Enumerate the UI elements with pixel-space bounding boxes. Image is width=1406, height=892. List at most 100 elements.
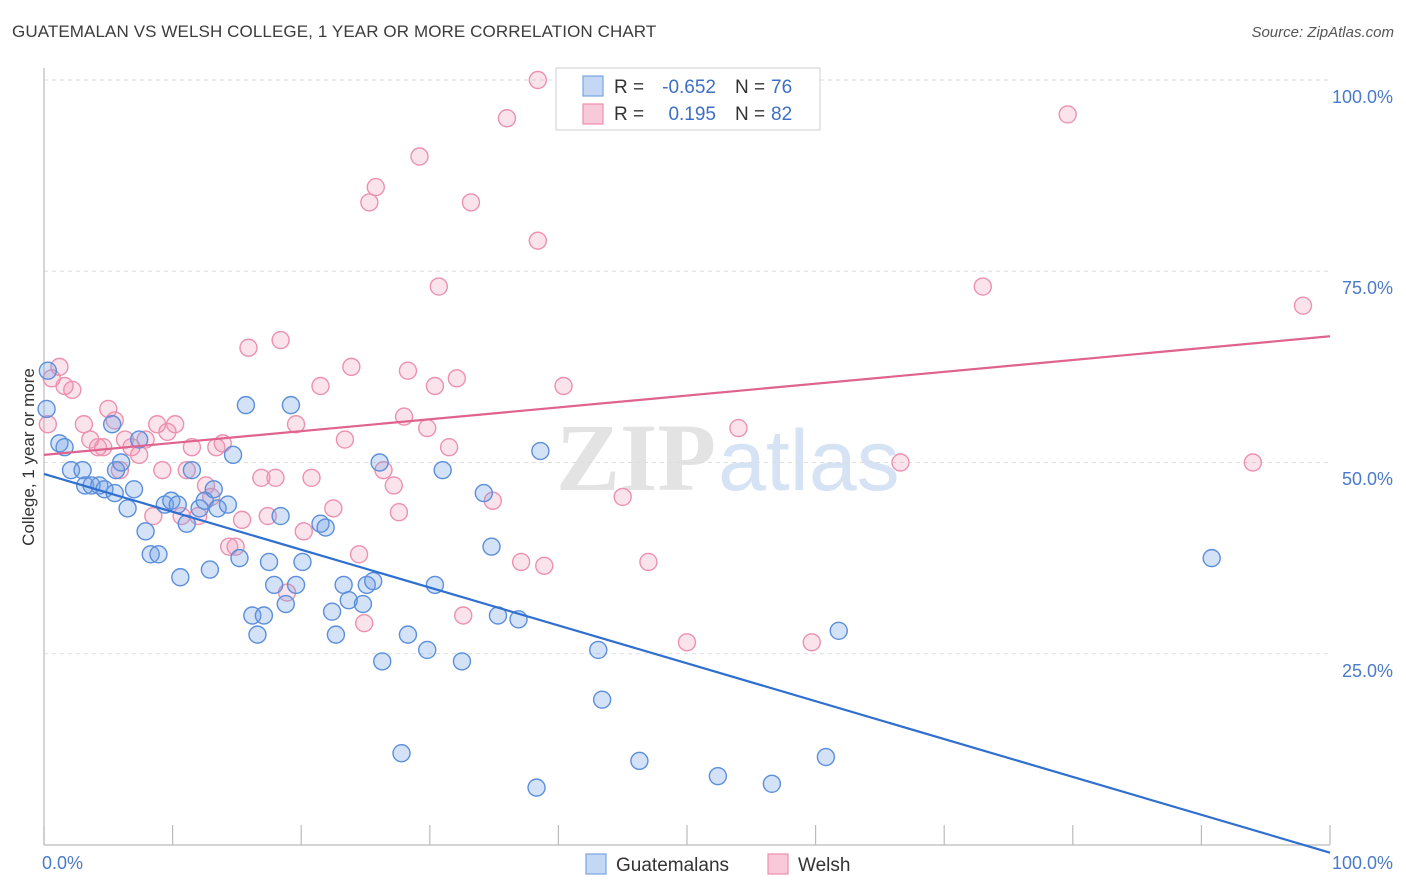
welsh-point	[355, 613, 374, 633]
guatemalan-point	[829, 621, 848, 640]
welsh-point	[461, 193, 481, 212]
guatemalan-point	[322, 602, 342, 621]
watermark-zip: ZIP	[556, 404, 716, 511]
y-tick-label: 50.0%	[1342, 469, 1393, 489]
welsh-point	[226, 537, 245, 556]
guatemalan-point	[334, 575, 353, 595]
stats-r-value: 0.195	[668, 104, 716, 125]
guatemalan-point	[316, 518, 335, 537]
welsh-point	[50, 357, 69, 377]
welsh-point	[429, 277, 449, 296]
guatemalan-point	[708, 766, 728, 786]
welsh-point	[418, 418, 437, 438]
welsh-point	[528, 70, 548, 90]
x-tick-label-min: 0.0%	[42, 853, 83, 873]
guatemalan-point	[73, 460, 92, 480]
welsh-point	[38, 415, 58, 434]
welsh-point	[447, 369, 467, 388]
guatemalan-point	[373, 652, 392, 671]
guatemalan-point	[271, 506, 290, 526]
welsh-point	[136, 430, 155, 449]
guatemalan-point	[418, 640, 437, 660]
stats-n-value: 82	[771, 104, 792, 125]
welsh-point	[410, 147, 429, 166]
guatemalan-point	[398, 625, 418, 644]
guatemalan-point	[370, 453, 389, 472]
guatemalan-point	[182, 460, 202, 480]
welsh-point	[349, 545, 369, 564]
guatemalan-point	[592, 690, 612, 709]
welsh-point	[554, 376, 573, 396]
guatemalan-point	[293, 552, 312, 572]
guatemalan-point	[55, 438, 74, 457]
guatemalan-point	[218, 495, 238, 514]
welsh-point	[802, 633, 821, 652]
guatemalan-point	[254, 606, 274, 625]
guatemalan-point	[482, 537, 501, 556]
welsh-point	[1293, 296, 1313, 315]
welsh-point	[252, 468, 271, 487]
guatemalan-point	[281, 395, 301, 415]
guatemalan-point	[630, 751, 649, 771]
guatemalan-point	[208, 499, 227, 518]
guatemalan-point	[589, 640, 608, 660]
guatemalan-point	[527, 778, 546, 797]
guatemalan-point	[141, 545, 160, 564]
welsh-point	[439, 438, 459, 457]
guatemalan-point	[425, 575, 445, 595]
guatemalan-point	[124, 480, 144, 499]
welsh-point	[342, 357, 361, 377]
guatemalan-point	[452, 652, 472, 671]
welsh-point	[389, 503, 409, 522]
welsh-point	[613, 487, 632, 507]
welsh-point	[177, 460, 196, 480]
y-tick-label: 75.0%	[1342, 278, 1393, 298]
guatemalan-point	[1202, 548, 1221, 568]
welsh-point	[528, 231, 548, 250]
welsh-point	[324, 499, 343, 518]
stats-swatch-pink	[582, 103, 604, 125]
guatemalan-point	[433, 460, 452, 480]
guatemalan-point	[762, 774, 782, 793]
welsh-point	[63, 380, 82, 400]
guatemalan-point	[149, 545, 168, 564]
guatemalan-point	[264, 575, 284, 595]
legend-swatch-guatemalans	[585, 853, 607, 875]
welsh-point	[454, 606, 473, 625]
guatemalan-point	[474, 483, 494, 503]
trend-lines	[43, 335, 1331, 854]
welsh-point	[271, 330, 290, 350]
welsh-point	[232, 510, 252, 530]
stats-r-label: R =	[614, 77, 644, 98]
welsh-points	[38, 70, 1313, 652]
x-ticks	[43, 825, 1331, 845]
welsh-point	[93, 438, 113, 457]
welsh-point	[729, 418, 748, 438]
welsh-point	[973, 277, 992, 296]
welsh-point	[74, 415, 94, 434]
guatemalan-point	[204, 480, 223, 499]
guatemalan-point	[38, 361, 58, 380]
guatemalan-point	[531, 441, 550, 461]
chart-title: GUATEMALAN VS WELSH COLLEGE, 1 YEAR OR M…	[12, 22, 657, 41]
welsh-point	[360, 193, 379, 212]
welsh-point	[219, 537, 239, 556]
guatemalan-point	[816, 747, 836, 767]
guatemalan-point	[364, 571, 383, 591]
guatemalan-point	[136, 522, 155, 541]
watermark-atlas: atlas	[718, 413, 900, 509]
x-tick-label-max: 100.0%	[1332, 853, 1393, 873]
welsh-point	[294, 522, 313, 541]
guatemalan-point	[259, 552, 279, 572]
guatemalan-point	[248, 625, 267, 644]
guatemalan-point	[236, 395, 256, 415]
welsh-point	[88, 438, 108, 457]
welsh-point	[677, 633, 697, 652]
guatemalan-point	[129, 430, 149, 449]
legend: Guatemalans Welsh	[585, 853, 850, 876]
stats-n-value: 76	[771, 77, 792, 98]
welsh-point	[639, 552, 658, 572]
welsh-point	[366, 177, 385, 197]
stats-n-label: N =	[735, 77, 765, 98]
y-tick-label: 100.0%	[1332, 87, 1393, 107]
